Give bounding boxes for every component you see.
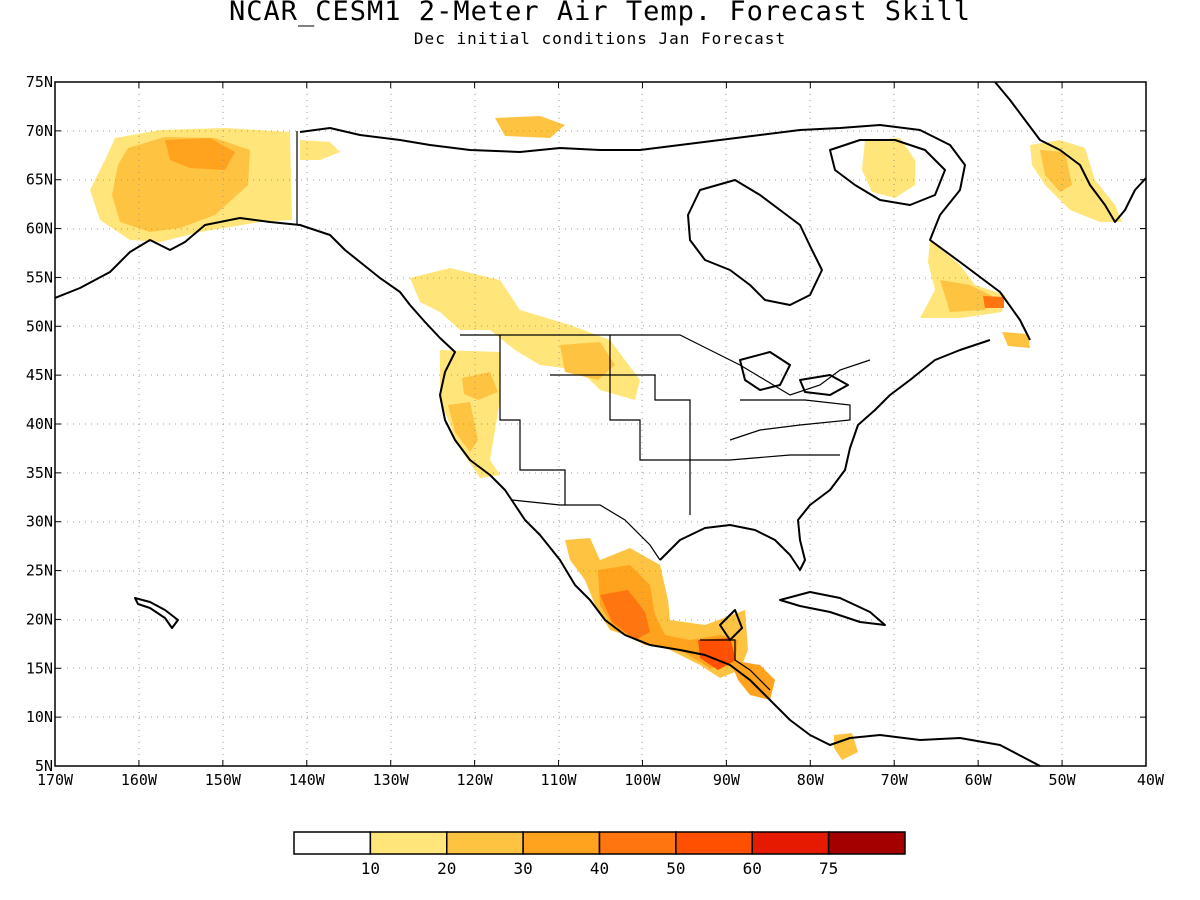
skill-region-ne-canada-islands <box>862 138 915 198</box>
colorbar-swatch <box>293 831 372 855</box>
colorbar-label: 30 <box>513 859 532 878</box>
lon-tick-label: 170W <box>37 771 74 789</box>
longitude-labels: 170W 160W 150W 140W 130W 120W 110W 100W 90W 80W 70… <box>37 771 1165 789</box>
colorbar-label: 20 <box>437 859 456 878</box>
lat-tick-label: 40N <box>26 415 53 433</box>
lon-tick-label: 120W <box>457 771 494 789</box>
lat-tick-label: 55N <box>26 268 53 286</box>
baffin-island <box>829 139 946 206</box>
colorbar-label: 40 <box>590 859 609 878</box>
colorbar-swatch <box>675 831 753 855</box>
gulf-coast <box>659 339 991 571</box>
cuba <box>779 591 886 626</box>
colorbar-swatch <box>522 831 601 855</box>
central-america-borders <box>700 639 771 691</box>
colorbar-swatch <box>598 831 677 855</box>
colorbar <box>293 831 906 855</box>
coastlines <box>55 82 1146 766</box>
colorbar-label: 10 <box>361 859 380 878</box>
lat-tick-label: 60N <box>26 220 53 238</box>
skill-region-baffin <box>495 116 565 138</box>
greenland-coast <box>994 82 1146 223</box>
lat-tick-label: 35N <box>26 464 53 482</box>
skill-region-labrador-core <box>940 280 992 312</box>
lon-tick-label: 60W <box>965 771 993 789</box>
lon-tick-label: 100W <box>624 771 661 789</box>
us-mexico-border <box>511 499 661 561</box>
skill-region-greenland-core <box>1040 150 1072 192</box>
us-state-grid <box>499 335 566 505</box>
skill-region-central-america <box>730 660 775 700</box>
us-state-grid-3 <box>609 335 691 515</box>
us-state-grid-4 <box>729 399 851 441</box>
lon-tick-label: 40W <box>1137 771 1165 789</box>
lat-tick-label: 50N <box>26 317 53 335</box>
political-borders <box>296 131 871 691</box>
colorbar-label: 60 <box>743 859 762 878</box>
hawaii <box>134 597 179 629</box>
skill-region-oregon <box>462 372 498 400</box>
lat-tick-label: 70N <box>26 122 53 140</box>
skill-region-newfoundland <box>1002 332 1030 348</box>
lon-tick-label: 110W <box>540 771 577 789</box>
lon-tick-label: 80W <box>797 771 825 789</box>
lon-tick-label: 140W <box>289 771 326 789</box>
colorbar-labels: 10 20 30 40 50 60 75 <box>361 859 839 878</box>
colorbar-label: 50 <box>666 859 685 878</box>
skill-region-colombia <box>834 733 858 760</box>
us-state-grid-2 <box>550 374 840 461</box>
lat-tick-label: 15N <box>26 659 53 677</box>
skill-region-prairies-core <box>560 342 615 380</box>
skill-region-mexico-peak <box>600 590 650 640</box>
lon-tick-label: 50W <box>1049 771 1077 789</box>
lat-tick-label: 25N <box>26 562 53 580</box>
map-subtitle: Dec initial conditions Jan Forecast <box>413 29 787 48</box>
lat-tick-label: 65N <box>26 171 53 189</box>
colorbar-swatch <box>369 831 448 855</box>
lat-tick-label: 30N <box>26 513 53 531</box>
great-lakes <box>739 351 849 396</box>
lat-tick-label: 45N <box>26 366 53 384</box>
lon-tick-label: 150W <box>205 771 242 789</box>
skill-region-alaska-center <box>165 138 235 170</box>
lon-tick-label: 160W <box>121 771 158 789</box>
us-canada-border <box>460 334 871 396</box>
lon-tick-label: 90W <box>713 771 741 789</box>
north-america-coastline <box>55 217 1041 766</box>
lat-tick-label: 20N <box>26 610 53 628</box>
colorbar-label: 75 <box>819 859 838 878</box>
lat-tick-label: 10N <box>26 708 53 726</box>
arctic-coast <box>299 124 1031 341</box>
colorbar-swatch <box>751 831 830 855</box>
lat-tick-label: 5N <box>35 757 53 775</box>
axis-ticks <box>54 81 1147 767</box>
skill-region-california <box>448 402 478 452</box>
lon-tick-label: 130W <box>373 771 410 789</box>
colorbar-swatch <box>827 831 906 855</box>
colorbar-swatch <box>446 831 524 855</box>
skill-region-labrador-peak <box>983 296 1004 308</box>
lon-tick-label: 70W <box>881 771 909 789</box>
map-title: NCAR_CESM1 2-Meter Air Temp. Forecast Sk… <box>229 0 971 27</box>
skill-shading-layer <box>90 116 1122 760</box>
lat-tick-label: 75N <box>26 73 53 91</box>
skill-region-nw-canada <box>300 140 340 160</box>
hudson-bay <box>687 179 823 306</box>
latitude-labels: 75N 70N 65N 60N 55N 50N 45N 40N 35N 30N 25N 20N 15N 1… <box>26 73 53 775</box>
